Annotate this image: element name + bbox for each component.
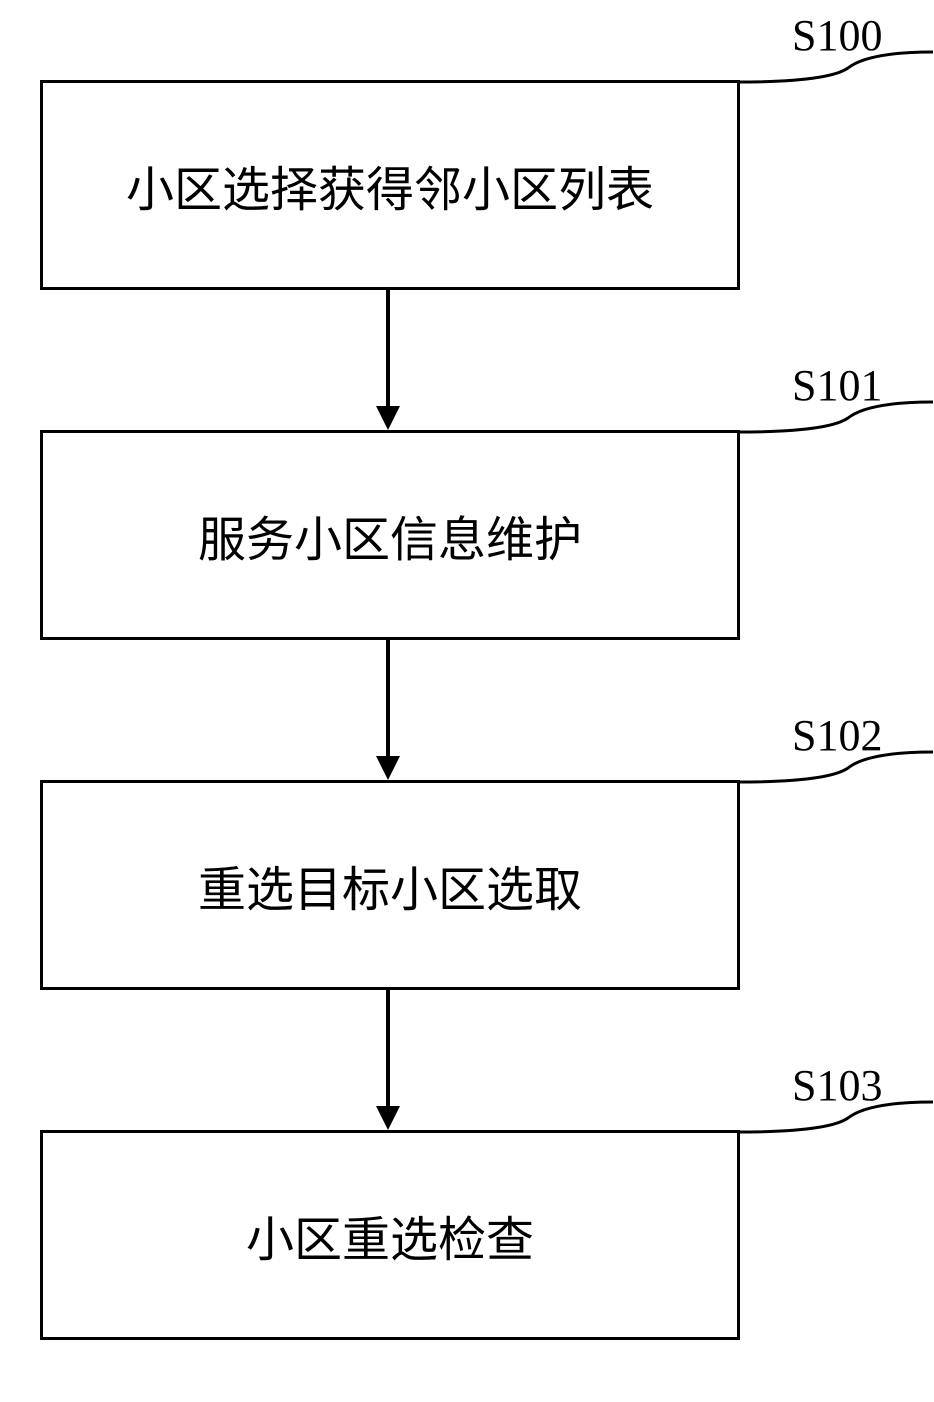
box-s101: 服务小区信息维护	[40, 430, 740, 640]
box-text-s100: 小区选择获得邻小区列表	[126, 150, 654, 220]
arrow-head-1	[376, 756, 400, 780]
box-s100: 小区选择获得邻小区列表	[40, 80, 740, 290]
box-text-s101: 服务小区信息维护	[198, 500, 582, 570]
arrow-line-2	[386, 990, 390, 1106]
connector-s102	[738, 748, 934, 788]
box-text-s103: 小区重选检查	[246, 1200, 534, 1270]
arrow-line-0	[386, 290, 390, 406]
flowchart-container: S100 小区选择获得邻小区列表 S101 服务小区信息维护 S102 重选目标…	[0, 0, 934, 1402]
connector-s103	[738, 1098, 934, 1138]
connector-s101	[738, 398, 934, 438]
connector-s100	[738, 48, 934, 88]
box-s102: 重选目标小区选取	[40, 780, 740, 990]
arrow-head-2	[376, 1106, 400, 1130]
arrow-head-0	[376, 406, 400, 430]
box-s103: 小区重选检查	[40, 1130, 740, 1340]
arrow-line-1	[386, 640, 390, 756]
box-text-s102: 重选目标小区选取	[198, 850, 582, 920]
